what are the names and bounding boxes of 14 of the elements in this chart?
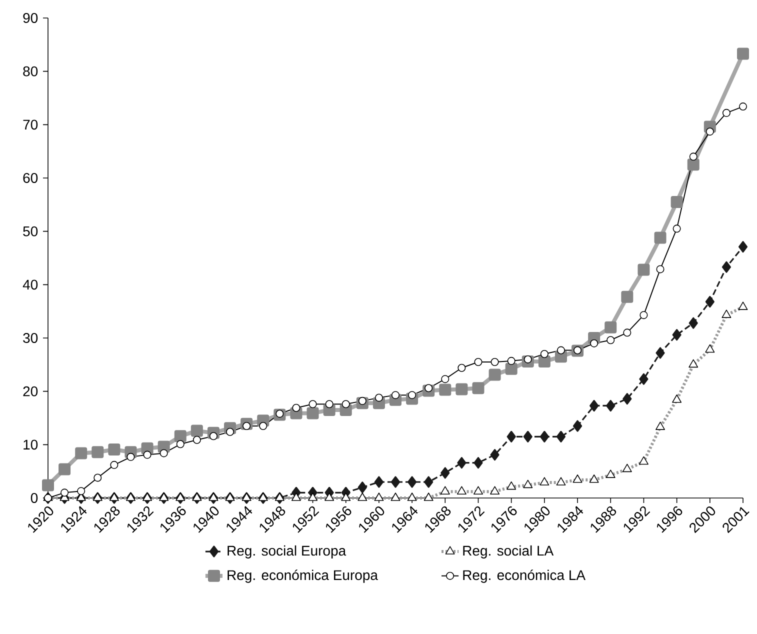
y-tick-label: 90: [23, 13, 38, 23]
y-tick-label: 60: [23, 173, 38, 183]
legend-label: Reg. económica Europa: [228, 570, 378, 583]
y-tick-label: 30: [23, 333, 38, 343]
y-tick-label: 70: [23, 120, 38, 130]
y-tick-label: 20: [23, 386, 38, 396]
legend-label: Reg. económica LA: [463, 570, 586, 583]
legend-label: Reg. social Europa: [228, 545, 346, 558]
y-tick-label: 0: [30, 493, 38, 503]
y-tick-label: 50: [23, 226, 38, 236]
y-tick-label: 80: [23, 66, 38, 76]
y-tick-label: 40: [22, 280, 38, 290]
y-tick-label: 10: [24, 440, 38, 450]
legend-label: Reg. social LA: [463, 545, 554, 558]
